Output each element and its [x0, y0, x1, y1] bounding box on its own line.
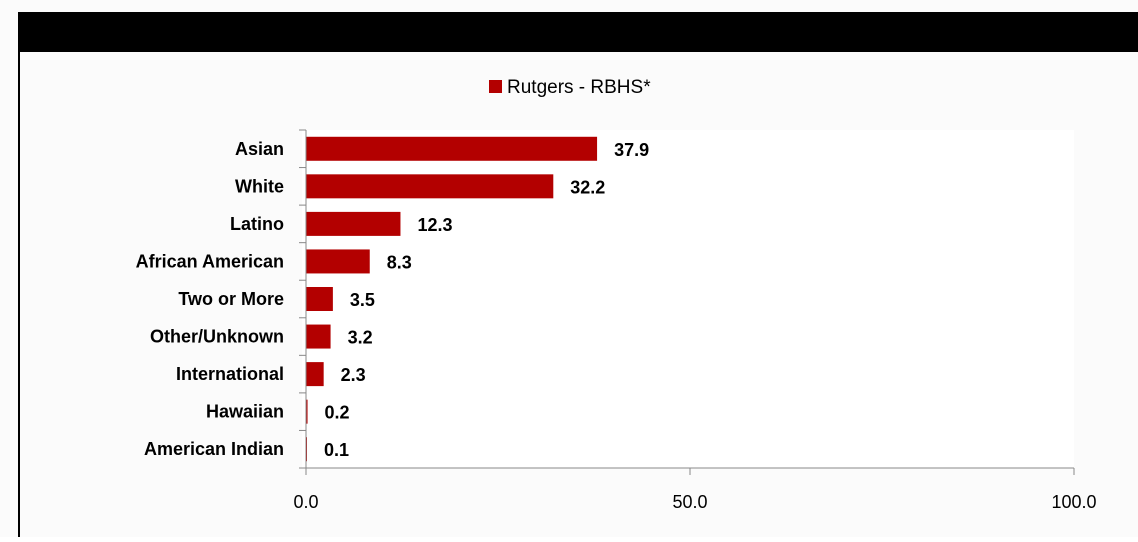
- bar-chart: Rutgers - RBHS* Asian 37.9 White 32.2 Latino…: [136, 77, 1097, 512]
- value-label: 8.3: [387, 252, 412, 272]
- bar: [306, 287, 333, 311]
- bar: [306, 136, 598, 161]
- category-label: African American: [136, 251, 284, 271]
- category-label: Other/Unknown: [150, 327, 284, 347]
- category-label: Hawaiian: [206, 402, 284, 422]
- category-label: Latino: [230, 214, 284, 234]
- value-label: 37.9: [614, 140, 649, 160]
- category-label: Two or More: [178, 289, 284, 309]
- chart-panel: Rutgers - RBHS* Asian 37.9 White 32.2 Latino…: [20, 52, 1138, 537]
- value-label: 0.1: [324, 440, 349, 460]
- value-label: 12.3: [417, 215, 452, 235]
- category-label: Asian: [235, 139, 284, 159]
- x-tick-label: 50.0: [672, 492, 707, 512]
- value-label: 3.2: [348, 328, 373, 348]
- legend: Rutgers - RBHS*: [489, 77, 651, 98]
- bar: [306, 324, 331, 349]
- category-label: American Indian: [144, 439, 284, 459]
- bar: [306, 249, 370, 274]
- legend-label: Rutgers - RBHS*: [507, 77, 651, 98]
- bar: [306, 399, 308, 424]
- x-tick-label: 100.0: [1051, 492, 1096, 512]
- value-label: 0.2: [325, 403, 350, 423]
- value-label: 32.2: [570, 177, 605, 197]
- category-label: White: [235, 176, 284, 196]
- value-label: 3.5: [350, 290, 375, 310]
- bar: [306, 174, 554, 199]
- x-tick-label: 0.0: [293, 492, 318, 512]
- value-label: 2.3: [341, 365, 366, 385]
- header-bar: [18, 12, 1138, 52]
- legend-swatch: [489, 80, 502, 93]
- frame-left-border: [18, 12, 20, 537]
- bar: [306, 211, 401, 236]
- bar: [306, 362, 324, 387]
- category-label: International: [176, 364, 284, 384]
